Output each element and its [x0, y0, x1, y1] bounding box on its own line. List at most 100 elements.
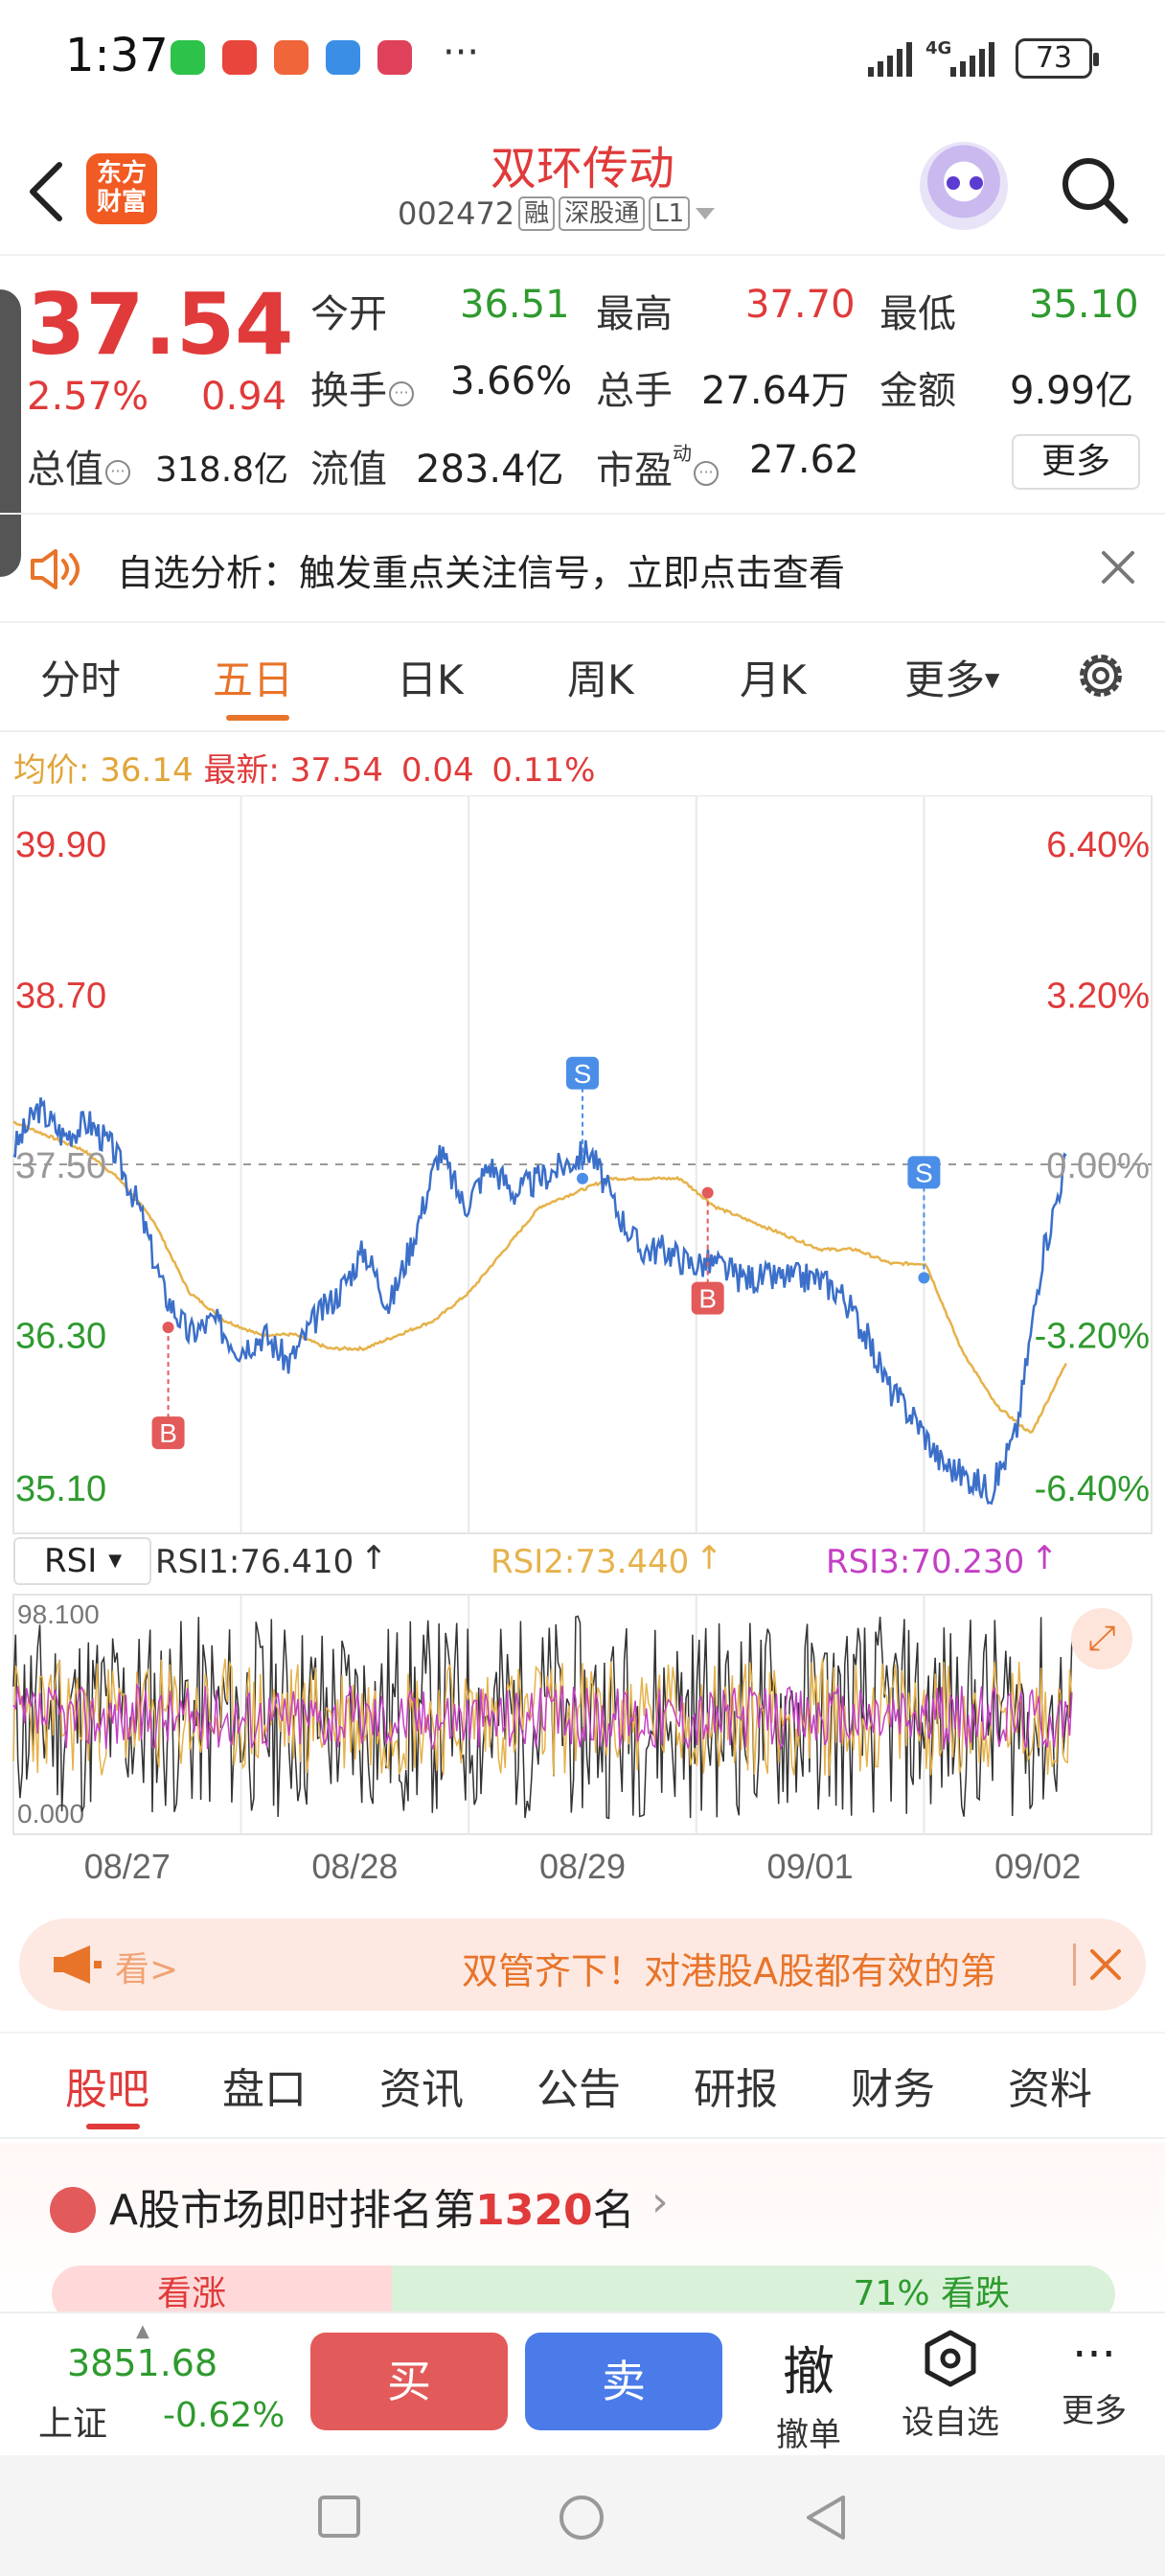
turnover-label: 换手 ···: [310, 359, 414, 415]
status-time: 1:37: [65, 29, 169, 82]
tab-news[interactable]: 资讯: [379, 2065, 464, 2114]
volume-value: 27.64万: [701, 369, 850, 413]
close-icon[interactable]: [1094, 543, 1142, 591]
latest-label: 最新:: [203, 751, 280, 790]
gear-icon[interactable]: [1071, 646, 1131, 705]
back-nav-icon[interactable]: [803, 2494, 849, 2542]
assistant-robot-icon[interactable]: [920, 142, 1008, 230]
pct-tick-label: -3.20%: [1035, 1317, 1150, 1357]
alert-banner[interactable]: 自选分析：触发重点关注信号，立即点击查看: [0, 513, 1165, 623]
tab-more[interactable]: 更多▼: [904, 648, 999, 706]
price-line-path: [12, 1097, 1067, 1506]
pe-value: 27.62: [749, 438, 859, 482]
back-icon[interactable]: [19, 153, 77, 230]
pct-tick-label: -6.40%: [1035, 1469, 1150, 1509]
rsi-indicator-select[interactable]: RSI ▼: [13, 1537, 151, 1585]
rsi-frame: [12, 1594, 1153, 1835]
promo-text: 双管齐下！对港股A股都有效的第: [462, 1950, 996, 1992]
notification-icons: [171, 40, 412, 75]
tab-research[interactable]: 研报: [694, 2065, 778, 2114]
tab-announcements[interactable]: 公告: [537, 2065, 621, 2114]
rsi-select-label: RSI: [44, 1542, 98, 1580]
more-quote-button[interactable]: 更多: [1012, 434, 1140, 490]
index-change[interactable]: -0.62%: [163, 2396, 286, 2435]
market-rank-card[interactable]: A股市场即时排名第1320名 › 看涨 71% 看跌: [0, 2143, 1165, 2323]
tab-weekly-k[interactable]: 周K: [567, 656, 634, 703]
more-actions-button[interactable]: ··· 更多: [1037, 2329, 1152, 2431]
status-bar: 1:37 ··· 4G 73: [0, 0, 1165, 115]
close-icon[interactable]: [1086, 1945, 1125, 1984]
wechat-icon: [171, 40, 205, 75]
logo-text-2: 财富: [96, 188, 147, 217]
tab-guba[interactable]: 股吧: [65, 2065, 149, 2114]
price-tick-label: 38.70: [15, 977, 106, 1017]
connect-tag: 深股通: [559, 196, 646, 231]
index-value[interactable]: 3851.68: [67, 2342, 218, 2384]
last-price: 37.54: [27, 275, 294, 374]
rsi2-arrow-icon: ↑: [696, 1539, 723, 1577]
buy-marker: [151, 1416, 185, 1450]
info-icon[interactable]: ···: [105, 460, 130, 485]
add-watchlist-label: 设自选: [902, 2404, 999, 2442]
rank-number: 1320: [475, 2186, 593, 2235]
tab-more-label: 更多: [904, 656, 986, 703]
info-icon[interactable]: ···: [694, 461, 719, 486]
marker-dot: [577, 1172, 588, 1184]
tab-financials[interactable]: 财务: [851, 2065, 935, 2114]
marker-dot: [701, 1186, 714, 1199]
rsi1-legend: RSI1:76.410: [155, 1543, 354, 1581]
rsi-line: [12, 1658, 1073, 1777]
expand-chart-icon[interactable]: ⤢: [1071, 1608, 1132, 1669]
sell-marker: [907, 1156, 941, 1189]
add-watchlist-button[interactable]: 设自选: [893, 2329, 1008, 2443]
alert-text: 自选分析：触发重点关注信号，立即点击查看: [117, 552, 846, 594]
recents-icon[interactable]: [316, 2494, 362, 2540]
marker-dot: [162, 1322, 174, 1334]
avg-price-line: [12, 1120, 1068, 1435]
latest-value: 37.54: [289, 751, 384, 790]
active-tab-indicator: [86, 2124, 140, 2129]
pct-tick-label: 3.20%: [1046, 977, 1150, 1017]
trade-bar: ▲ 3851.68 上证 -0.62% 买 卖 撤 撤单 设自选 ··· 更多: [0, 2312, 1165, 2455]
more-actions-label: 更多: [1062, 2392, 1127, 2430]
side-drawer-handle[interactable]: [0, 289, 21, 577]
tab-orderbook[interactable]: 盘口: [222, 2065, 307, 2114]
mktcap-value: 318.8亿: [155, 450, 289, 490]
volume-label: 总手: [596, 369, 673, 413]
chevron-down-icon: ▼: [108, 1551, 123, 1571]
stock-sub-line[interactable]: 002472 融 深股通 L1: [398, 196, 717, 232]
tab-profile[interactable]: 资料: [1008, 2065, 1092, 2114]
float-label: 流值: [310, 448, 387, 492]
tab-daily-k[interactable]: 日K: [397, 656, 464, 703]
date-tick-label: 09/01: [767, 1847, 854, 1886]
buy-button[interactable]: 买: [310, 2333, 508, 2430]
signal-icon: [868, 42, 912, 77]
low-label: 最低: [879, 292, 956, 336]
section-tabs: 股吧 盘口 资讯 公告 研报 财务 资料: [0, 2032, 1165, 2139]
more-notifications: ···: [443, 31, 480, 75]
info-icon[interactable]: ···: [389, 381, 414, 406]
margin-tag: 融: [518, 196, 556, 231]
tab-monthly-k[interactable]: 月K: [740, 656, 807, 703]
change-amount: 0.94: [201, 375, 287, 419]
index-name[interactable]: 上证: [38, 2404, 108, 2444]
megaphone-icon: [54, 1945, 102, 1984]
tab-five-day[interactable]: 五日: [213, 656, 294, 703]
search-icon[interactable]: [1056, 151, 1132, 228]
promo-banner[interactable]: 看> 双管齐下！对港股A股都有效的第: [19, 1919, 1146, 2011]
tab-intraday[interactable]: 分时: [40, 656, 122, 703]
marker-label: B: [159, 1418, 177, 1448]
app-icon: [274, 40, 308, 75]
sell-marker: [566, 1056, 599, 1090]
logo-text-1: 东方: [96, 159, 147, 188]
cancel-icon: 撤: [783, 2341, 834, 2402]
eastmoney-logo[interactable]: 东方 财富: [86, 153, 157, 224]
latest-delta: 0.04: [400, 751, 474, 790]
cancel-order-button[interactable]: 撤 撤单: [751, 2329, 866, 2455]
active-tab-indicator: [226, 715, 289, 721]
home-icon[interactable]: [558, 2494, 605, 2542]
five-day-chart[interactable]: B S B S 39.90 38.70 37.50 36.30 35.10 6.40% 3.20%…: [0, 795, 1165, 1888]
price-axis-ticks: 39.90 38.70 37.50 36.30 35.10 6.40% 3.20% 0.00%…: [15, 825, 1150, 1509]
sell-button[interactable]: 卖: [525, 2333, 722, 2430]
chevron-down-icon: ▼: [985, 668, 1000, 691]
